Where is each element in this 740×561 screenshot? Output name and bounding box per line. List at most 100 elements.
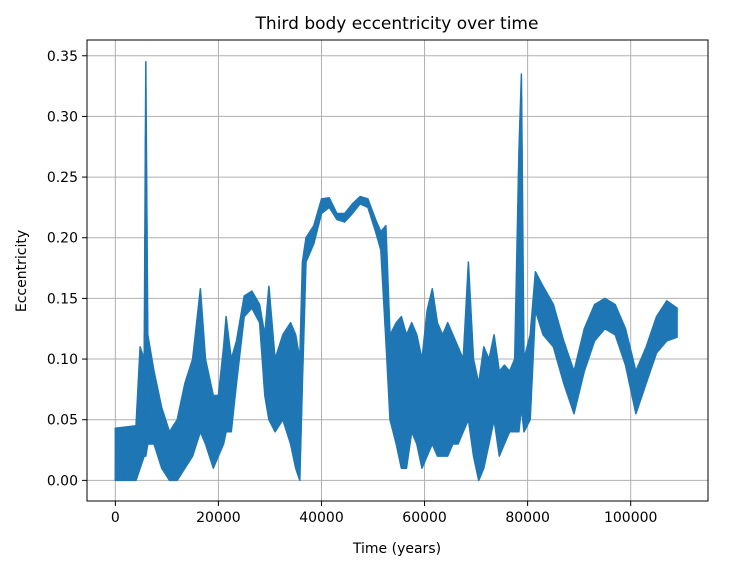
series-oscillation [483, 347, 485, 469]
series-oscillation [219, 375, 222, 453]
series-oscillation [373, 217, 376, 228]
series-oscillation [534, 272, 537, 311]
series-oscillation [354, 200, 357, 211]
series-oscillation [659, 309, 662, 350]
series-oscillation [599, 300, 602, 335]
series-oscillation [655, 315, 658, 354]
y-tick-label: 0.10 [47, 352, 78, 368]
series-oscillation [628, 346, 631, 382]
series-oscillation [614, 306, 617, 335]
series-oscillation [652, 324, 655, 364]
series-oscillation [208, 380, 211, 457]
series-oscillation [344, 212, 346, 223]
series-oscillation [319, 201, 322, 219]
series-oscillation [445, 325, 448, 457]
x-axis-label: Time (years) [352, 541, 441, 557]
series-oscillation [238, 322, 241, 362]
series-oscillation [190, 361, 193, 459]
plot-frame [86, 39, 709, 502]
series-oscillation [165, 421, 167, 475]
series-oscillation [309, 230, 312, 253]
series-oscillation [451, 333, 454, 447]
series-oscillation [671, 305, 674, 340]
series-oscillation [624, 332, 627, 366]
series-oscillation [600, 299, 603, 333]
series-oscillation [228, 341, 230, 432]
series-oscillation [338, 213, 341, 221]
series-oscillation [150, 355, 152, 445]
series-oscillation [643, 348, 646, 389]
series-oscillation [528, 336, 531, 422]
series-oscillation [247, 293, 250, 313]
series-oscillation [320, 198, 323, 214]
series-oscillation [311, 226, 314, 247]
series-oscillation [172, 424, 175, 481]
series-oscillation [351, 203, 354, 214]
series-oscillation [268, 292, 270, 420]
series-oscillation [563, 343, 566, 384]
series-oscillation [130, 426, 133, 481]
series-oscillation [288, 323, 291, 440]
series-oscillation [369, 207, 372, 216]
series-oscillation [607, 300, 610, 331]
series-oscillation [250, 291, 252, 310]
series-oscillation [246, 293, 248, 314]
series-oscillation [417, 344, 420, 453]
series-oscillation [611, 302, 614, 333]
series-oscillation [358, 197, 361, 206]
series-oscillation [403, 327, 405, 469]
series-oscillation [455, 343, 458, 445]
series-oscillation [125, 426, 128, 481]
y-tick-label: 0.05 [47, 413, 78, 429]
series-oscillation [241, 307, 243, 339]
series-oscillation [357, 198, 359, 208]
series-oscillation [657, 312, 660, 352]
series-oscillation [526, 344, 529, 426]
series-oscillation [248, 292, 251, 311]
series-oscillation [532, 287, 535, 347]
series-oscillation [200, 306, 203, 434]
series-oscillation [508, 370, 510, 434]
series-oscillation [210, 386, 212, 461]
series-oscillation [509, 368, 512, 432]
series-oscillation [185, 377, 188, 467]
series-oscillation [662, 304, 665, 345]
series-oscillation [630, 353, 633, 390]
series-oscillation [674, 307, 677, 338]
series-oscillation [583, 326, 586, 372]
series-oscillation [495, 349, 497, 432]
series-oscillation [673, 306, 676, 339]
series-oscillation [251, 292, 254, 309]
series-oscillation [559, 331, 562, 372]
series-oscillation [335, 212, 337, 218]
series-oscillation [390, 331, 393, 424]
series-oscillation [525, 348, 528, 428]
series-oscillation [116, 427, 119, 481]
series-oscillation [355, 199, 358, 209]
series-oscillation [271, 328, 274, 426]
series-oscillation [234, 345, 236, 400]
series-oscillation [566, 353, 569, 394]
series-oscillation [162, 413, 165, 471]
x-axis: 0 20000 40000 60000 80000 100000 [111, 501, 657, 526]
series-oscillation [541, 285, 543, 331]
series-oscillation [193, 341, 196, 453]
series-oscillation [527, 340, 530, 424]
series-oscillation [149, 349, 151, 445]
series-oscillation [274, 356, 277, 432]
series-oscillation [255, 298, 257, 316]
series-oscillation [323, 198, 326, 212]
series-oscillation [147, 337, 149, 445]
series-oscillation [186, 373, 189, 465]
series-oscillation [170, 428, 172, 481]
series-oscillation [158, 398, 161, 461]
series-oscillation [407, 329, 410, 457]
series-oscillation [180, 398, 183, 475]
series-oscillation [570, 363, 572, 404]
series-oscillation [460, 353, 462, 438]
series-oscillation [582, 332, 585, 379]
series-oscillation [552, 307, 555, 347]
series-oscillation [195, 317, 198, 445]
series-oscillation [461, 357, 464, 434]
